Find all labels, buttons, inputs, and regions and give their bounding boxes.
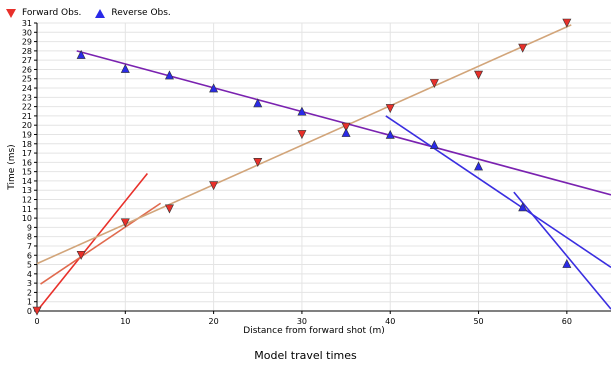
- y-tick-label: 9: [27, 223, 32, 232]
- model-line: [40, 202, 162, 285]
- model-line: [385, 115, 611, 268]
- forward-obs-point: [562, 18, 572, 28]
- forward-obs-point: [297, 130, 307, 140]
- forward-obs-point: [385, 104, 395, 114]
- legend-item-reverse: Reverse Obs.: [95, 8, 171, 18]
- legend-item-forward: Forward Obs.: [6, 8, 81, 18]
- y-tick-label: 2: [27, 288, 32, 297]
- y-tick-label: 28: [22, 47, 32, 56]
- reverse-obs-point: [385, 129, 395, 139]
- reverse-obs-point: [76, 49, 86, 59]
- y-tick-label: 24: [22, 84, 32, 93]
- y-tick-label: 31: [22, 19, 32, 28]
- reverse-obs-point: [518, 202, 528, 212]
- y-tick-label: 27: [22, 56, 32, 65]
- reverse-obs-point: [120, 63, 130, 73]
- y-tick-label: 7: [27, 242, 32, 251]
- y-axis-title: Time (ms): [7, 144, 17, 190]
- x-tick-label: 60: [562, 317, 572, 326]
- x-tick-label: 50: [473, 317, 483, 326]
- forward-obs-point: [164, 204, 174, 214]
- x-tick-label: 10: [120, 317, 130, 326]
- y-tick-label: 15: [22, 168, 32, 177]
- y-tick-label: 25: [22, 75, 32, 84]
- y-tick-label: 5: [27, 261, 32, 270]
- forward-obs-point: [76, 250, 86, 260]
- forward-obs-point: [32, 306, 42, 316]
- reverse-obs-point: [474, 161, 484, 171]
- y-tick-label: 6: [27, 251, 32, 260]
- forward-obs-point: [518, 43, 528, 53]
- reverse-obs-point: [562, 258, 572, 268]
- forward-obs-point: [120, 218, 130, 228]
- forward-obs-point: [429, 79, 439, 89]
- y-tick-label: 12: [22, 196, 32, 205]
- chart-legend: Forward Obs. Reverse Obs.: [6, 8, 171, 18]
- legend-label-forward: Forward Obs.: [22, 8, 82, 18]
- y-tick-label: 17: [22, 149, 32, 158]
- reverse-obs-point: [341, 127, 351, 137]
- y-tick-label: 30: [22, 28, 32, 37]
- reverse-obs-point: [209, 83, 219, 93]
- y-tick-label: 19: [22, 130, 32, 139]
- model-line: [36, 173, 149, 312]
- reverse-obs-point: [429, 140, 439, 150]
- legend-label-reverse: Reverse Obs.: [111, 8, 171, 18]
- y-tick-label: 26: [22, 65, 32, 74]
- triangle-down-icon: [6, 8, 16, 18]
- reverse-obs-point: [297, 106, 307, 116]
- model-line: [513, 191, 611, 310]
- y-tick-label: 16: [22, 158, 32, 167]
- x-axis-title: Distance from forward shot (m): [243, 326, 384, 336]
- y-tick-label: 14: [22, 177, 32, 186]
- forward-obs-point: [474, 70, 484, 80]
- forward-obs-point: [253, 158, 263, 168]
- y-tick-label: 11: [22, 205, 32, 214]
- y-tick-label: 10: [22, 214, 32, 223]
- chart-caption: Model travel times: [254, 349, 357, 362]
- y-tick-label: 8: [27, 233, 32, 242]
- x-tick-label: 40: [385, 317, 395, 326]
- y-tick-label: 18: [22, 140, 32, 149]
- reverse-obs-point: [253, 98, 263, 108]
- triangle-up-icon: [95, 8, 106, 18]
- y-tick-label: 20: [22, 121, 32, 130]
- y-tick-label: 13: [22, 186, 32, 195]
- reverse-obs-point: [164, 70, 174, 80]
- y-tick-label: 21: [22, 112, 32, 121]
- y-tick-label: 22: [22, 103, 32, 112]
- y-tick-label: 29: [22, 38, 32, 47]
- y-tick-label: 4: [27, 270, 32, 279]
- forward-obs-point: [341, 122, 351, 132]
- y-tick-label: 23: [22, 93, 32, 102]
- y-tick-label: 3: [27, 279, 32, 288]
- forward-obs-point: [209, 181, 219, 191]
- y-tick-label: 0: [27, 307, 32, 316]
- y-tick-label: 1: [27, 298, 32, 307]
- x-tick-label: 30: [297, 317, 307, 326]
- x-tick-label: 0: [34, 317, 39, 326]
- x-tick-label: 20: [209, 317, 219, 326]
